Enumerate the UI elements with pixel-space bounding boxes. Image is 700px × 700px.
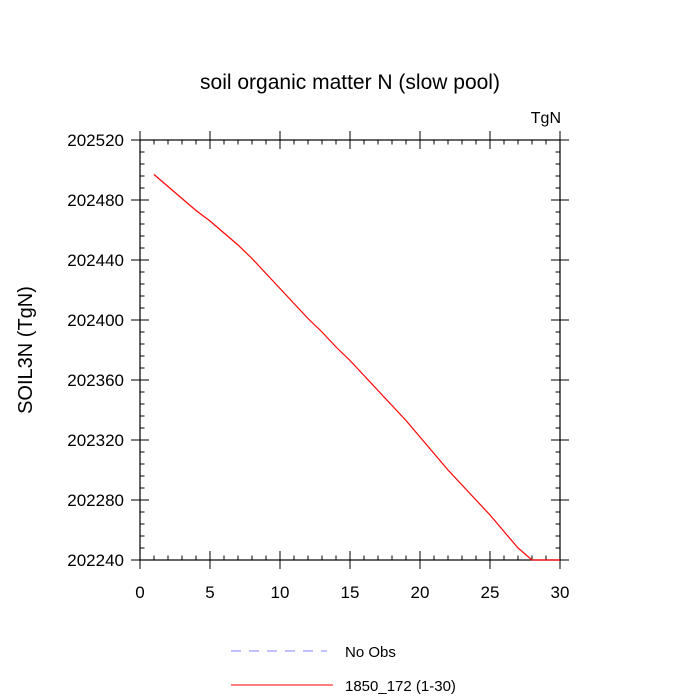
x-tick-label: 30 xyxy=(551,583,570,602)
x-tick-label: 15 xyxy=(341,583,360,602)
legend: No Obs 1850_172 (1-30) xyxy=(231,644,456,695)
x-tick-label: 25 xyxy=(481,583,500,602)
plot-frame xyxy=(139,139,561,561)
series-line xyxy=(153,174,560,561)
y-tick-label: 202520 xyxy=(67,131,124,150)
y-tick-label: 202240 xyxy=(67,551,124,570)
series-layer xyxy=(153,174,560,561)
y-tick-label: 202360 xyxy=(67,371,124,390)
x-tick-label: 10 xyxy=(271,583,290,602)
axis-ticks: 0 5 10 15 20 25 30 202240 202280 202320 202360 2024… xyxy=(67,131,569,602)
x-tick-label: 5 xyxy=(205,583,214,602)
y-tick-label: 202320 xyxy=(67,431,124,450)
legend-label: 1850_172 (1-30) xyxy=(345,678,456,695)
chart-title: soil organic matter N (slow pool) xyxy=(200,71,500,94)
y-tick-label: 202480 xyxy=(67,191,124,210)
y-tick-label: 202280 xyxy=(67,491,124,510)
units-label: TgN xyxy=(531,110,561,127)
y-tick-label: 202400 xyxy=(67,311,124,330)
x-tick-label: 20 xyxy=(411,583,430,602)
y-axis-label: SOIL3N (TgN) xyxy=(15,286,37,414)
legend-label: No Obs xyxy=(345,644,396,661)
x-tick-label: 0 xyxy=(135,583,144,602)
y-tick-label: 202440 xyxy=(67,251,124,270)
